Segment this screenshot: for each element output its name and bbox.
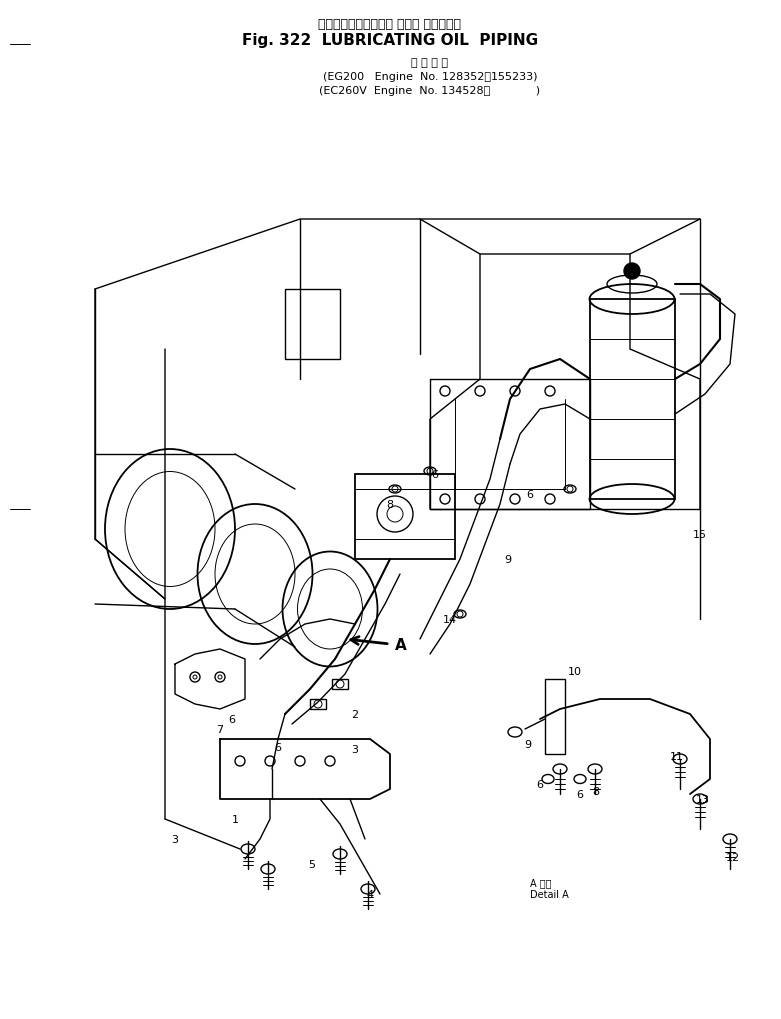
Text: 6: 6 [576,790,583,799]
Bar [285,289,340,360]
Text: 14: 14 [443,614,457,625]
Text: A 詳細: A 詳細 [530,877,551,888]
Bar [332,680,348,689]
Text: 6: 6 [274,742,281,752]
Text: 6: 6 [526,489,533,499]
Text: 13: 13 [696,794,710,804]
Text: 8: 8 [387,499,394,510]
Text: 5: 5 [308,859,316,869]
Text: (EC260V  Engine  No. 134528～             ): (EC260V Engine No. 134528～ ) [319,86,540,96]
Text: 6: 6 [431,470,438,480]
Bar [310,699,326,709]
Text: ルーブリケーティング オイル パイピング: ルーブリケーティング オイル パイピング [319,18,462,31]
Circle shape [624,264,640,280]
Text: 3: 3 [351,744,358,754]
Text: 9: 9 [524,739,532,749]
Text: 12: 12 [726,852,740,862]
Text: 6: 6 [229,714,236,725]
Text: (EG200   Engine  No. 128352～155233): (EG200 Engine No. 128352～155233) [323,72,537,82]
Text: 10: 10 [568,666,582,677]
Text: 7: 7 [216,725,223,735]
Text: Detail A: Detail A [530,890,569,899]
Bar [355,475,455,559]
Text: A: A [395,637,407,652]
Text: 3: 3 [172,835,179,844]
Text: 2: 2 [351,709,358,719]
Text: 9: 9 [505,554,512,565]
Text: Fig. 322  LUBRICATING OIL  PIPING: Fig. 322 LUBRICATING OIL PIPING [242,33,538,48]
Text: 11: 11 [670,751,684,761]
Text: 6: 6 [537,780,544,790]
Bar [545,680,565,754]
Text: 8: 8 [593,787,600,796]
Text: 適 用 号 機: 適 用 号 機 [412,58,448,68]
Text: 1: 1 [231,814,238,824]
Text: 4: 4 [366,890,373,899]
Text: 15: 15 [693,530,707,539]
Bar [590,300,675,499]
